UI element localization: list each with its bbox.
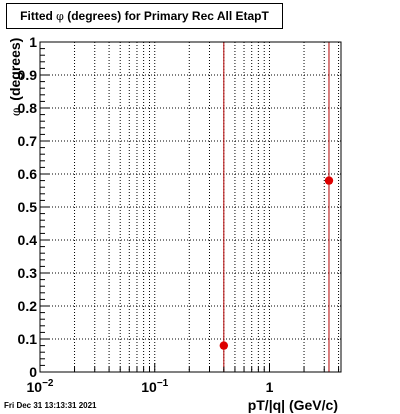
x-axis-title: pT/|q| (GeV/c) — [248, 397, 338, 413]
x-tick-labels: 10−2 10−1 1 — [27, 378, 274, 395]
y-axis-unit: (degrees) — [7, 38, 23, 101]
y-tick-label: 0.2 — [18, 298, 38, 314]
chart-title: Fitted φ (degrees) for Primary Rec All E… — [6, 3, 283, 29]
timestamp-label: Fri Dec 31 13:13:31 2021 — [4, 401, 97, 410]
grid-lines — [40, 42, 341, 372]
x-tick-label: 10−1 — [141, 378, 168, 395]
y-tick-label: 0 — [29, 364, 37, 380]
y-tick-label: 0.5 — [18, 199, 38, 215]
y-tick-label: 0.4 — [18, 232, 38, 248]
y-tick-label: 0.3 — [18, 265, 38, 281]
title-prefix: Fitted — [20, 9, 53, 23]
y-tick-label: 0.1 — [18, 331, 38, 347]
y-tick-label: 0.7 — [18, 133, 38, 149]
title-suffix: (degrees) for Primary Rec All EtapT — [67, 9, 269, 23]
x-tick-label: 1 — [266, 379, 274, 395]
y-tick-label: 0.6 — [18, 166, 38, 182]
y-tick-labels: 0 0.1 0.2 0.3 0.4 0.5 0.6 0.7 0.8 0.9 1 — [18, 34, 38, 380]
data-points — [219, 176, 334, 350]
y-tick-label: 0.8 — [18, 100, 38, 116]
data-point-marker — [324, 176, 334, 185]
y-axis-phi-symbol: φ — [9, 108, 23, 116]
y-axis-title: φ (degrees) — [7, 38, 23, 116]
y-tick-label: 0.9 — [18, 67, 38, 83]
data-point-marker — [219, 341, 229, 350]
x-tick-label: 10−2 — [27, 378, 54, 395]
title-phi-symbol: φ — [56, 10, 64, 23]
axis-ticks — [39, 41, 340, 373]
reference-lines — [223, 42, 330, 372]
y-tick-label: 1 — [29, 34, 37, 50]
